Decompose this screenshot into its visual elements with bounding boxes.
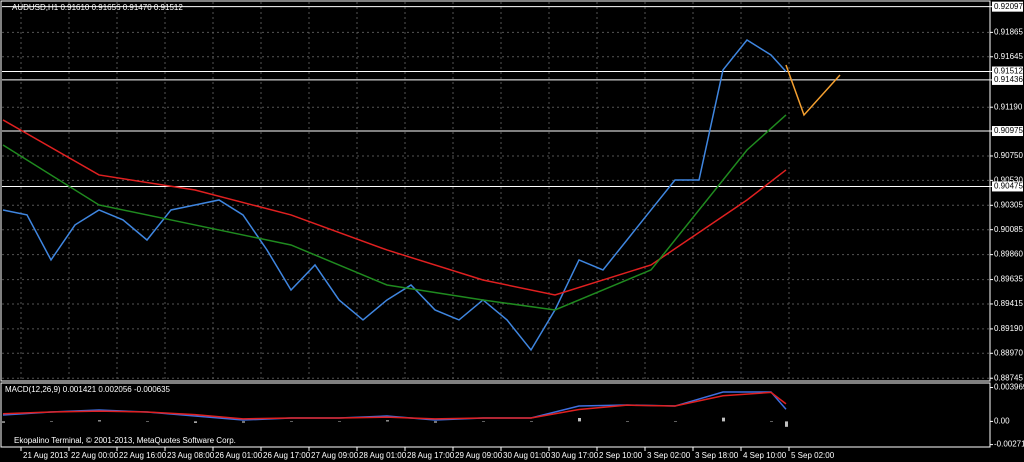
y-tick-label: 0.89190 (994, 324, 1023, 333)
y-tick-label: 0.89635 (994, 275, 1023, 284)
price-label-box (992, 126, 1023, 137)
series-line (2, 119, 787, 296)
histogram-bar (770, 421, 773, 422)
price-label-box (992, 181, 1023, 192)
copyright: Ekopalino Terminal, © 2001-2013, MetaQuo… (14, 436, 236, 445)
chart-title: AUDUSD,H1 0.91610 0.91656 0.91470 0.9151… (12, 3, 183, 12)
histogram-bar (434, 421, 437, 423)
macd-title: MACD(12,26,9) 0.001421 0.002056 -0.00063… (5, 385, 171, 394)
histogram-bar (386, 420, 389, 422)
y-tick-label: 0.90530 (994, 175, 1023, 184)
histogram-bar (530, 421, 533, 422)
price-label-box (992, 1, 1023, 12)
x-tick-label: 5 Sep 02:00 (791, 451, 835, 460)
x-tick-label: 23 Aug 08:00 (167, 451, 215, 460)
y-tick-label: 0.91190 (994, 102, 1023, 111)
x-tick-label: 2 Sep 10:00 (599, 451, 643, 460)
y-tick-label: 0.91436 (994, 75, 1023, 84)
y-tick-label: 0.92097 (994, 2, 1023, 11)
main-frame (0, 0, 991, 382)
y-tick-label: 0.88745 (994, 373, 1023, 382)
x-tick-label: 3 Sep 18:00 (695, 451, 739, 460)
y-tick-label: 0.91645 (994, 52, 1023, 61)
x-tick-label: 22 Aug 00:00 (71, 451, 119, 460)
histogram-bar (722, 417, 725, 422)
histogram-bar (194, 421, 197, 423)
x-tick-label: 30 Aug 17:00 (551, 451, 599, 460)
y-tick-label: 0.89415 (994, 299, 1023, 308)
y-tick-label: 0.90475 (994, 182, 1023, 191)
y-tick-label: 0.91865 (994, 27, 1023, 36)
histogram-bar (2, 421, 5, 423)
y-tick-label: 0.89860 (994, 250, 1023, 259)
y-tick-label: 0.90085 (994, 225, 1023, 234)
y-tick-label: 0.90305 (994, 200, 1023, 209)
price-label-box (992, 66, 1023, 77)
x-tick-label: 3 Sep 02:00 (647, 451, 691, 460)
x-tick-label: 26 Aug 01:00 (215, 451, 263, 460)
series-line (785, 64, 841, 117)
x-tick-label: 22 Aug 16:00 (119, 451, 167, 460)
series-line (2, 114, 787, 311)
y-tick-label: 0.00 (994, 417, 1010, 426)
macd-frame (0, 382, 991, 448)
price-label-box (992, 74, 1023, 85)
histogram-bar (578, 417, 581, 422)
x-tick-label: 27 Aug 09:00 (311, 451, 359, 460)
histogram-bar (50, 421, 53, 422)
x-tick-label: 26 Aug 17:00 (263, 451, 311, 460)
histogram-bar (482, 421, 485, 422)
series-line (2, 391, 787, 420)
series-line (2, 39, 787, 352)
histogram-bar (338, 421, 341, 422)
y-tick-label: 0.91512 (994, 67, 1023, 76)
x-tick-label: 28 Aug 01:00 (359, 451, 407, 460)
histogram-bar (290, 421, 293, 422)
y-tick-label: 0.88970 (994, 348, 1023, 357)
x-tick-label: 21 Aug 2013 (23, 451, 68, 460)
y-tick-label: 0.90975 (994, 126, 1023, 135)
x-tick-label: 30 Aug 01:00 (503, 451, 551, 460)
histogram-bar (626, 421, 629, 422)
y-tick-label: 0.003969 (994, 383, 1024, 392)
histogram-bar (146, 421, 149, 422)
y-tick-label: -0.002718 (994, 440, 1024, 449)
y-tick-label: 0.90750 (994, 151, 1023, 160)
x-tick-label: 29 Aug 09:00 (455, 451, 503, 460)
x-tick-label: 28 Aug 17:00 (407, 451, 455, 460)
x-tick-label: 4 Sep 10:00 (743, 451, 787, 460)
histogram-bar (98, 420, 101, 422)
histogram-bar (674, 421, 677, 422)
histogram-bar (242, 421, 245, 423)
histogram-bar (785, 421, 788, 427)
